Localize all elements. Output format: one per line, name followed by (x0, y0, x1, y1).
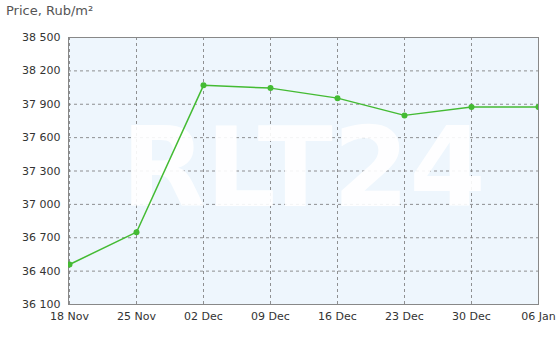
svg-text:38 200: 38 200 (22, 64, 61, 77)
svg-text:37 900: 37 900 (22, 98, 61, 111)
svg-text:RLT24: RLT24 (121, 104, 486, 232)
svg-text:30 Dec: 30 Dec (452, 310, 491, 323)
svg-text:36 100: 36 100 (22, 298, 61, 311)
html-text:Price, Rub/m²: Price, Rub/m² (6, 3, 94, 18)
svg-text:18 Nov: 18 Nov (50, 310, 89, 323)
svg-text:25 Nov: 25 Nov (117, 310, 156, 323)
svg-text:37 300: 37 300 (22, 165, 61, 178)
svg-text:23 Dec: 23 Dec (385, 310, 424, 323)
svg-text:37 600: 37 600 (22, 131, 61, 144)
svg-text:36 400: 36 400 (22, 265, 61, 278)
svg-text:37 000: 37 000 (22, 198, 61, 211)
svg-text:06 Jan: 06 Jan (521, 310, 555, 323)
svg-text:36 700: 36 700 (22, 231, 61, 244)
svg-text:38 500: 38 500 (22, 31, 61, 44)
svg-text:02 Dec: 02 Dec (184, 310, 223, 323)
svg-text:09 Dec: 09 Dec (251, 310, 290, 323)
svg-text:16 Dec: 16 Dec (318, 310, 357, 323)
